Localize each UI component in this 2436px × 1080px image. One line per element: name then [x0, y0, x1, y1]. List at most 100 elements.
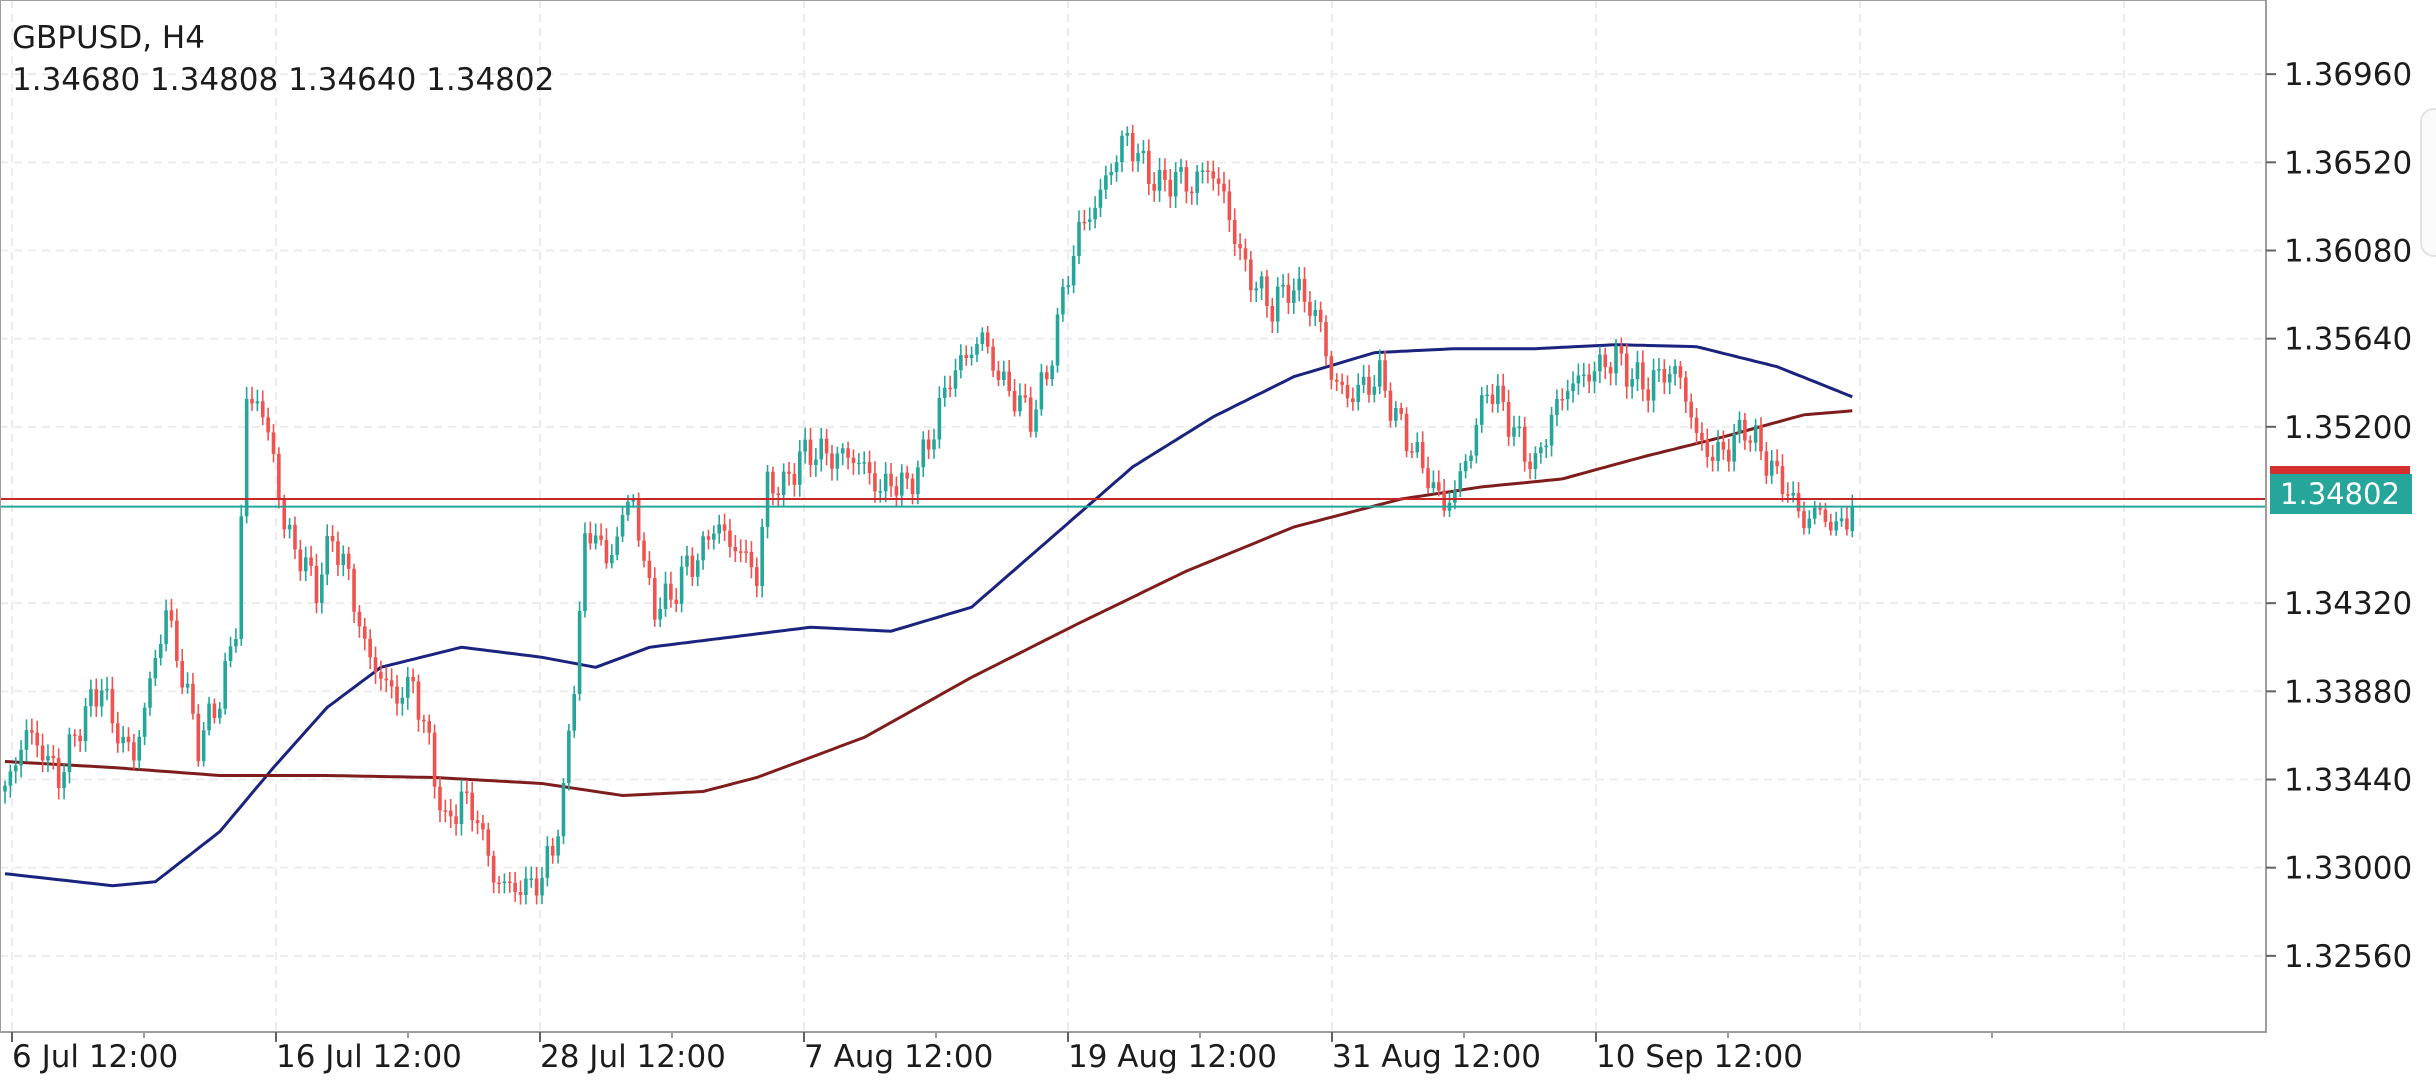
candle: [1254, 281, 1259, 303]
candle: [1399, 402, 1403, 421]
candle: [1184, 160, 1189, 204]
candle-body: [1157, 169, 1162, 191]
candle-body: [996, 370, 1001, 381]
candle: [1512, 415, 1516, 447]
candle-body: [1517, 426, 1522, 429]
candle-body: [416, 681, 421, 720]
candle: [1571, 371, 1575, 403]
candle: [1592, 361, 1597, 394]
candle: [30, 718, 34, 745]
candle: [1082, 209, 1087, 231]
candle: [792, 463, 797, 497]
candle: [1839, 507, 1844, 527]
candle: [1726, 438, 1731, 472]
candle-body: [459, 791, 464, 825]
candle-body: [282, 499, 287, 530]
candle-body: [1581, 374, 1586, 377]
candle-body: [776, 493, 781, 496]
candle-body: [1796, 492, 1801, 512]
candle-body: [346, 553, 351, 569]
candle-body: [30, 730, 34, 733]
candle-body: [35, 732, 40, 746]
candle-body: [1028, 397, 1033, 432]
symbol-timeframe-label: GBPUSD, H4: [12, 20, 205, 56]
price-tick-label: 1.33000: [2284, 851, 2412, 887]
candle: [164, 599, 168, 652]
candle-body: [851, 457, 856, 464]
candle-body: [395, 686, 399, 704]
candle: [314, 553, 319, 614]
candle: [1415, 432, 1420, 458]
candle: [185, 672, 190, 694]
candle: [738, 539, 743, 563]
candle: [1104, 165, 1108, 200]
candle-body: [1748, 440, 1753, 443]
candle-body: [1490, 394, 1495, 405]
candle-body: [336, 541, 340, 566]
candle: [3, 780, 7, 804]
candle: [1522, 416, 1527, 472]
candle-body: [1098, 189, 1103, 208]
candle: [1490, 383, 1495, 413]
candle: [325, 524, 329, 586]
candle: [577, 601, 582, 701]
candle: [857, 453, 861, 475]
candle-body: [953, 370, 958, 389]
candle-body: [389, 680, 394, 687]
candle: [1173, 162, 1178, 209]
price-tick-label: 1.35640: [2284, 322, 2412, 358]
candle: [1764, 441, 1769, 485]
candle: [1694, 408, 1699, 444]
candle-body: [1361, 376, 1366, 385]
candle-body: [277, 453, 281, 500]
candle-body: [51, 755, 56, 759]
candle-body: [706, 536, 711, 540]
price-axis[interactable]: 1.36960 1.36520 1.36080 1.35640 1.35200 1.343…: [2266, 57, 2412, 975]
candle-body: [824, 438, 829, 454]
candle: [481, 814, 485, 841]
candle-body: [158, 644, 163, 659]
candle-body: [690, 555, 695, 577]
candle: [1189, 186, 1194, 205]
candle: [228, 636, 233, 668]
candle: [1850, 494, 1855, 538]
price-tick-label: 1.36960: [2284, 57, 2412, 93]
candle-body: [1044, 372, 1049, 380]
candle: [1431, 470, 1436, 494]
candle-body: [185, 683, 190, 688]
candle-body: [255, 401, 260, 404]
candle: [1458, 462, 1463, 497]
candle: [1136, 143, 1140, 172]
candle-body: [438, 786, 442, 811]
candle-body: [180, 660, 185, 688]
candle: [1539, 442, 1543, 464]
candle-body: [781, 471, 786, 496]
candle-body: [797, 451, 802, 485]
candle: [411, 668, 415, 694]
candle-body: [1812, 507, 1817, 519]
candle-body: [1168, 179, 1173, 197]
candle-body: [583, 533, 587, 611]
candle-body: [1259, 276, 1264, 289]
candle-body: [244, 398, 249, 517]
candle-body: [362, 626, 367, 639]
candle-body: [1533, 453, 1538, 470]
candle: [1463, 454, 1468, 479]
price-tick-label: 1.34320: [2284, 586, 2412, 622]
candle-body: [830, 453, 834, 469]
candle-body: [1281, 284, 1285, 287]
time-axis[interactable]: 6 Jul 12:00 16 Jul 12:00 28 Jul 12:00 7 Aug…: [11, 1032, 1993, 1075]
candle-body: [1592, 371, 1597, 382]
candle-body: [314, 565, 319, 604]
candle: [1216, 167, 1221, 196]
candle: [765, 464, 770, 539]
candle: [669, 571, 673, 608]
candle: [1737, 411, 1742, 444]
candle-body: [1705, 439, 1710, 457]
candle-body: [228, 646, 233, 662]
candle: [916, 460, 920, 505]
candle: [1474, 418, 1479, 464]
side-panel-handle[interactable]: [2420, 108, 2436, 257]
candle-body: [1528, 461, 1532, 470]
